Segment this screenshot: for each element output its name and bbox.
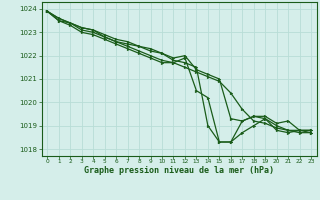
X-axis label: Graphe pression niveau de la mer (hPa): Graphe pression niveau de la mer (hPa) (84, 166, 274, 175)
